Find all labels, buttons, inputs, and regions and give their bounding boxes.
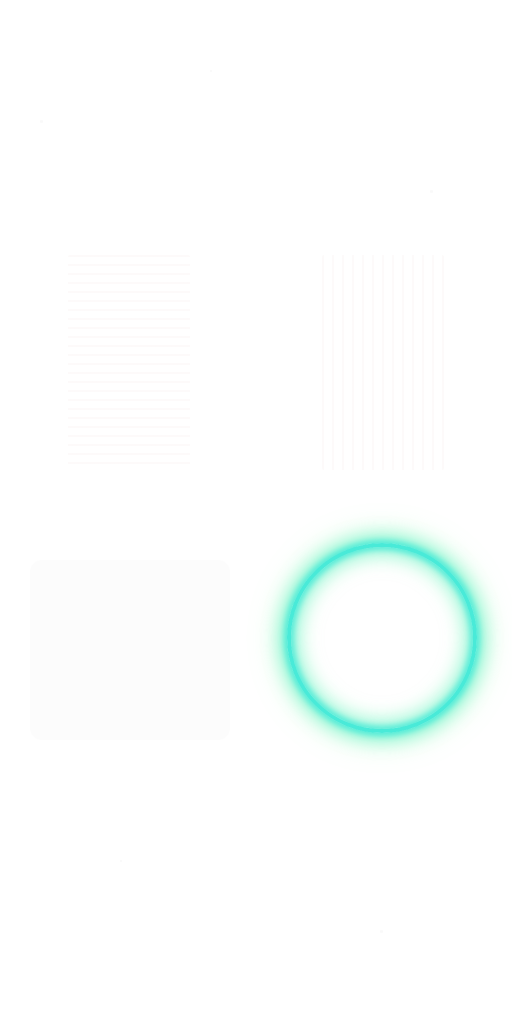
glow-ring-button[interactable]	[287, 543, 477, 733]
background-speckle	[210, 70, 212, 72]
ghost-panel-left	[68, 255, 190, 470]
ghost-panel-right	[322, 255, 444, 470]
background-speckle	[40, 120, 43, 123]
background-speckle	[430, 190, 433, 193]
background-speckle	[380, 930, 383, 933]
background-speckle	[120, 860, 122, 862]
ghost-region	[30, 560, 230, 740]
